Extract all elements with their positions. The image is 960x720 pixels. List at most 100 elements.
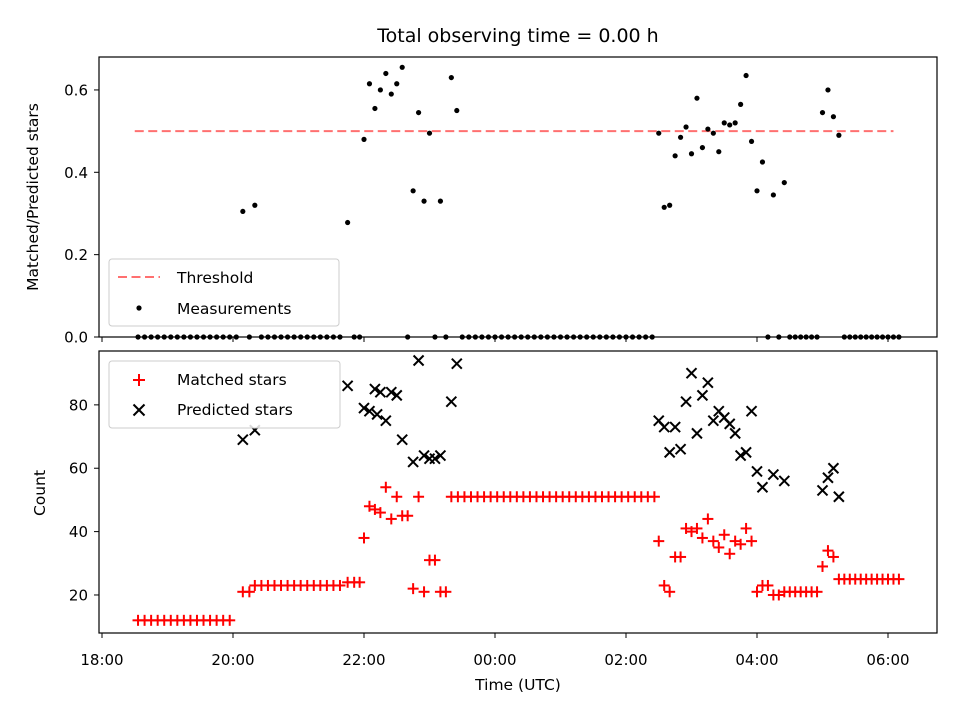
matched-star-point — [746, 535, 758, 547]
measurement-point — [590, 334, 596, 340]
measurement-point — [366, 81, 373, 87]
measurement-point — [808, 334, 815, 340]
measurement-point — [155, 334, 161, 340]
matched-star-point — [440, 586, 452, 598]
matched-star-point — [811, 586, 823, 598]
measurement-point — [291, 334, 297, 340]
measurement-point — [643, 334, 649, 340]
predicted-star-point — [385, 386, 397, 398]
ratio-legend-box — [108, 258, 340, 327]
measurement-point — [246, 334, 252, 340]
measurement-point — [432, 334, 438, 340]
measurement-point — [636, 334, 642, 340]
measurement-point — [240, 208, 246, 215]
measurement-point — [271, 334, 278, 340]
measurement-point — [394, 81, 400, 87]
count-x-tick-label: 06:00 — [866, 651, 909, 669]
count-x-tick-label: 04:00 — [735, 651, 778, 669]
measurement-point — [874, 334, 880, 340]
measurement-point — [372, 105, 378, 112]
measurement-point — [194, 334, 200, 340]
measurement-point — [597, 334, 603, 340]
measurement-point — [351, 334, 357, 340]
measurement-point — [252, 202, 258, 208]
matched-star-point — [429, 554, 441, 566]
ratio-y-tick-label: 0.4 — [64, 164, 88, 182]
measurement-point — [405, 334, 411, 340]
measurement-point — [584, 334, 590, 340]
measurement-point — [571, 334, 577, 340]
predicted-star-point — [751, 465, 763, 478]
measurement-point — [357, 334, 363, 340]
predicted-star-point — [827, 462, 840, 474]
measurement-point — [738, 101, 744, 107]
measurement-point — [841, 334, 847, 340]
measurement-point — [721, 120, 727, 126]
measurement-point — [649, 334, 655, 340]
measurement-point — [710, 130, 716, 136]
measurement-point — [656, 130, 662, 136]
measurement-point — [304, 334, 310, 340]
matched-star-point — [664, 586, 676, 598]
predicted-star-point — [434, 449, 447, 462]
count-x-tick-label: 18:00 — [80, 651, 123, 669]
predicted-star-point — [691, 427, 703, 440]
matched-star-point — [418, 586, 430, 598]
count-panel-legend: Matched stars Predicted stars — [108, 360, 341, 429]
measurement-point — [337, 334, 343, 340]
measurement-point — [284, 334, 291, 340]
ratio-panel-legend: Threshold Measurements — [108, 258, 340, 327]
measurement-point — [330, 334, 337, 340]
measurement-point — [421, 198, 427, 204]
measurement-point — [459, 334, 465, 340]
measurement-point — [544, 334, 551, 340]
measurement-point — [443, 334, 449, 340]
ratio-y-tick-label: 0.2 — [64, 246, 88, 264]
ratio-y-tick-label: 0.6 — [64, 81, 88, 99]
x-axis-label: Time (UTC) — [474, 676, 561, 694]
predicted-star-point — [374, 386, 387, 398]
measurement-point — [819, 109, 826, 116]
matched-star-point — [653, 535, 665, 547]
measurement-point — [732, 120, 738, 126]
measurement-point — [388, 91, 394, 97]
measurement-point — [770, 192, 776, 198]
measurement-point — [863, 334, 869, 340]
measurement-point — [472, 334, 478, 340]
measurement-point — [525, 334, 531, 340]
count-y-tick-label: 80 — [69, 396, 88, 414]
predicted-star-point — [396, 434, 408, 446]
measurement-point — [505, 334, 511, 340]
measurement-point — [885, 334, 891, 340]
measurement-point — [759, 159, 766, 165]
measurement-point — [814, 334, 820, 340]
measurement-point — [564, 334, 570, 340]
matched-star-point — [358, 532, 370, 544]
measurement-points — [135, 64, 902, 340]
predicted-star-point — [734, 449, 747, 462]
matched-star-point — [735, 538, 747, 550]
measurement-point — [200, 334, 207, 340]
measurement-point — [498, 334, 505, 340]
measurement-point — [135, 334, 141, 340]
predicted-star-point — [658, 421, 670, 433]
count-panel-y-label: Count — [31, 470, 49, 516]
measurement-point — [781, 179, 787, 186]
measurement-point — [688, 151, 695, 157]
legend-measurements-label: Measurements — [177, 300, 292, 318]
predicted-star-point — [669, 421, 681, 433]
matched-star-point — [385, 513, 397, 525]
measurement-point — [415, 109, 422, 116]
measurement-point — [437, 198, 444, 204]
matched-star-point — [374, 507, 386, 519]
measurement-point — [890, 334, 897, 340]
measurement-point — [311, 334, 317, 340]
predicted-star-point — [816, 484, 829, 497]
predicted-star-point — [358, 402, 370, 414]
measurement-point — [825, 87, 831, 93]
measurement-point — [265, 334, 271, 340]
measurement-point — [399, 64, 405, 70]
measurement-point — [426, 130, 433, 136]
count-panel: 20 40 60 80 18:00 20:00 22:00 00:00 02:00 04:00 0… — [31, 350, 938, 694]
